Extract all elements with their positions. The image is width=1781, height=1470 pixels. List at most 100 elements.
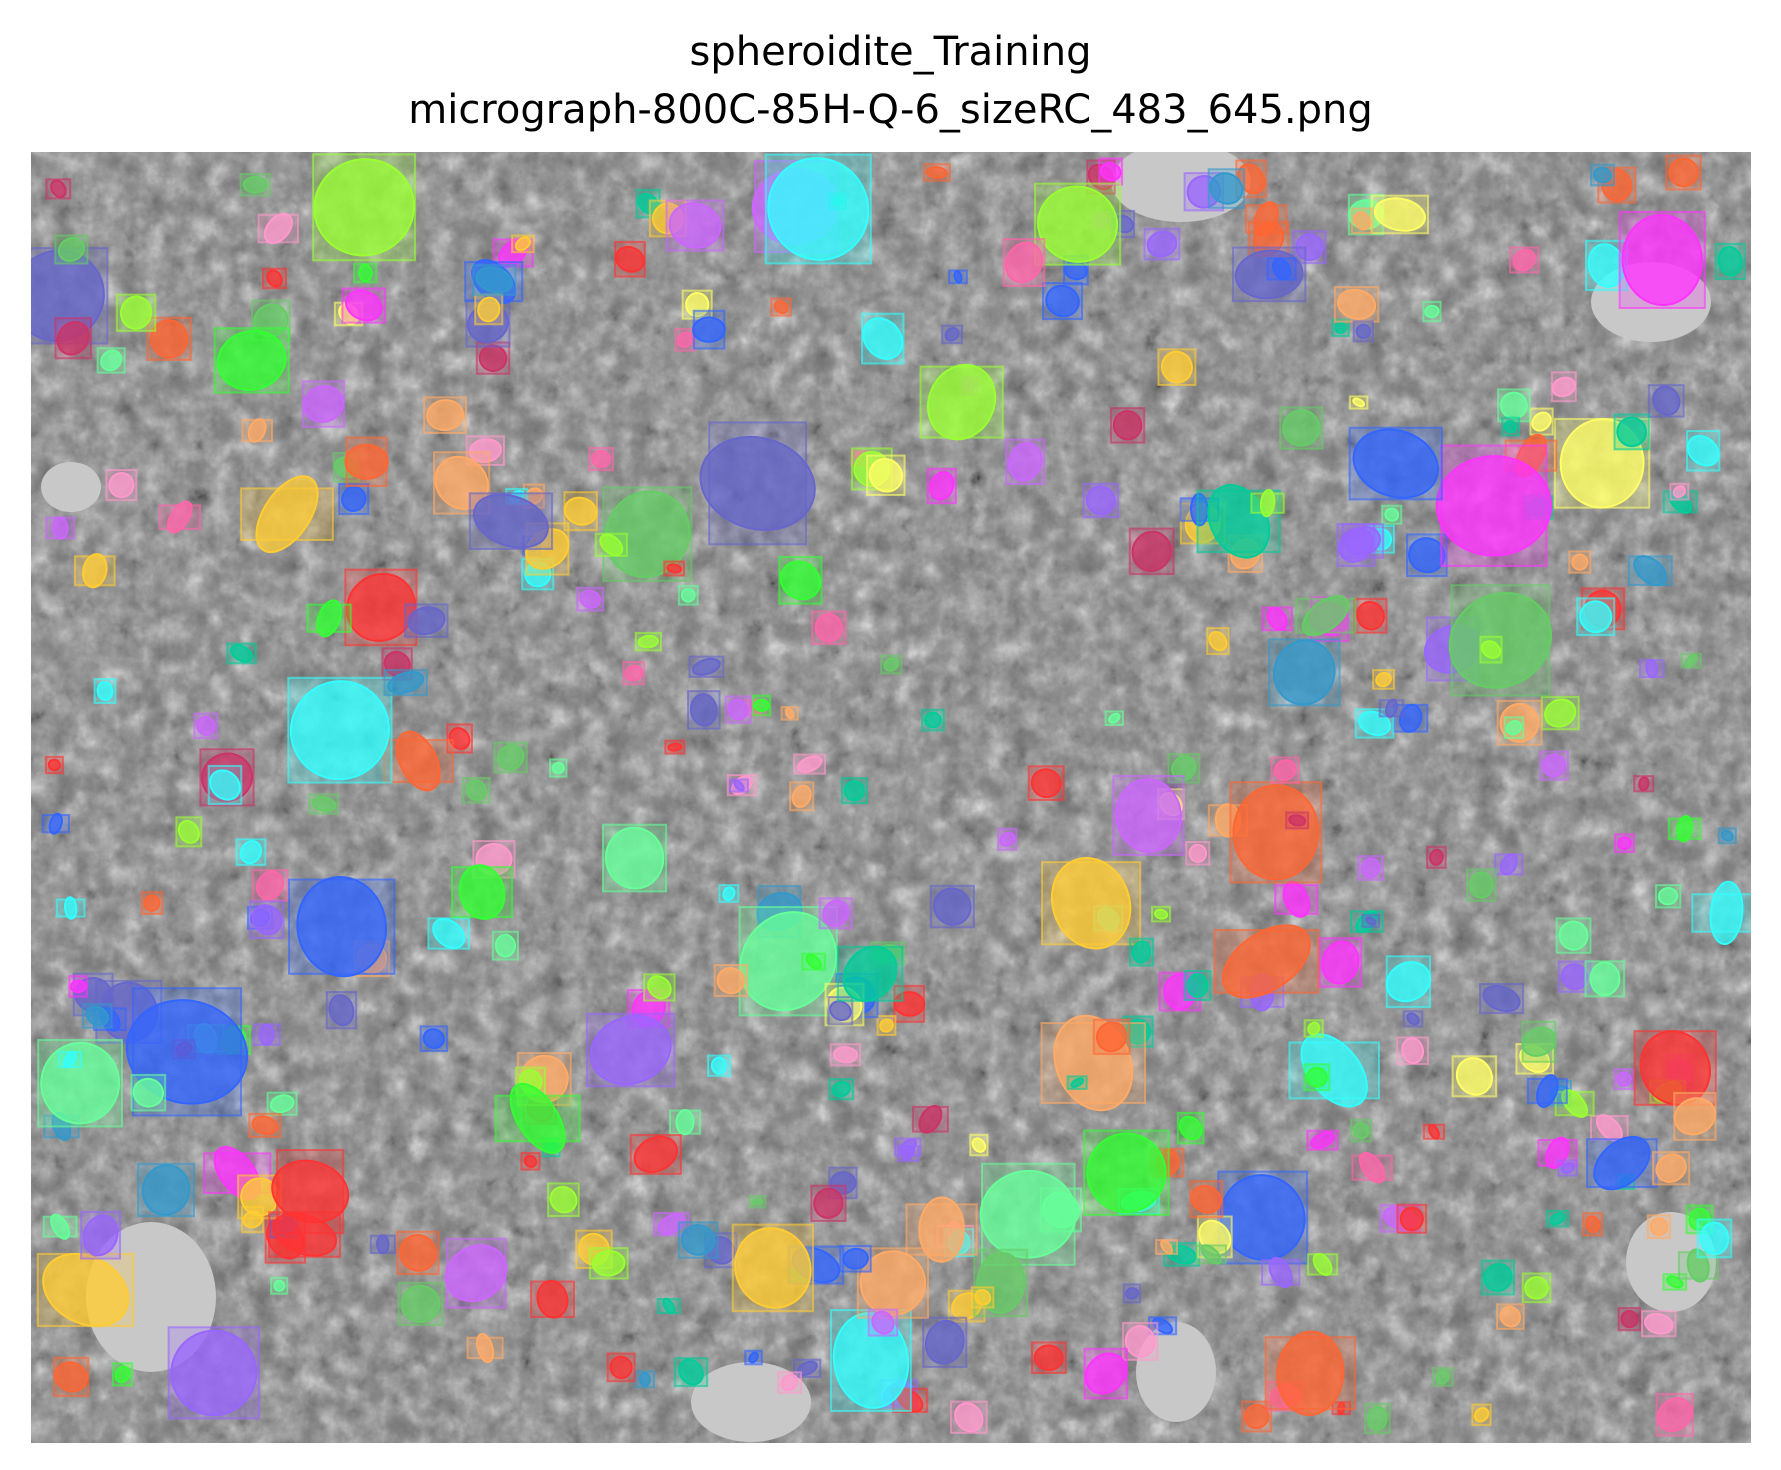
particle-mask (929, 471, 955, 501)
particle-mask (1620, 1310, 1639, 1329)
particle-mask (1429, 848, 1444, 866)
particle-mask (108, 472, 135, 499)
particle-mask (879, 1018, 894, 1033)
particle-mask (753, 698, 770, 713)
particle-mask (666, 563, 683, 574)
particle-mask (1272, 257, 1292, 281)
particle-mask (1585, 1215, 1601, 1234)
particle-mask (871, 1310, 895, 1335)
particle-mask (954, 1402, 984, 1433)
particle-mask (1115, 778, 1182, 854)
particle-mask (230, 644, 253, 663)
particle-mask (1428, 1124, 1440, 1140)
particle-mask (1720, 829, 1734, 842)
particle-mask (328, 994, 355, 1027)
particle-mask (633, 1135, 679, 1174)
particle-mask (680, 587, 696, 603)
particle-mask (472, 493, 549, 549)
particle-mask (240, 1177, 280, 1217)
particle-mask (96, 681, 114, 701)
particle-mask (141, 1164, 191, 1216)
particle-mask (1616, 1071, 1632, 1087)
particle-mask (1699, 1221, 1730, 1256)
particle-mask (779, 560, 822, 601)
particle-mask (944, 327, 960, 342)
particle-mask (509, 1082, 566, 1154)
particle-mask (1273, 759, 1297, 782)
particle-mask (1268, 1256, 1293, 1289)
particle-mask (1336, 288, 1377, 320)
particle-mask (1288, 814, 1307, 827)
particle-mask (1593, 166, 1612, 184)
particle-mask (1154, 908, 1169, 920)
particle-mask (344, 443, 389, 480)
particle-mask (1482, 985, 1521, 1013)
particle-mask (842, 945, 898, 1002)
particle-mask (296, 875, 388, 978)
particle-mask (1561, 1089, 1588, 1118)
particle-mask (51, 516, 69, 540)
particle-mask (255, 870, 285, 901)
particle-mask (1266, 606, 1288, 631)
particle-mask (1448, 591, 1553, 689)
particle-mask (1358, 1151, 1386, 1184)
particle-mask (1352, 1122, 1370, 1140)
particle-mask (784, 707, 795, 720)
particle-mask (132, 1077, 165, 1108)
particle-mask (1360, 857, 1381, 879)
particle-mask (242, 176, 268, 194)
particle-mask (302, 385, 344, 423)
particle-mask (426, 399, 465, 432)
particle-mask (272, 1212, 337, 1257)
particle-mask (999, 831, 1016, 847)
particle-mask (710, 1056, 728, 1075)
particle-mask (1524, 1276, 1549, 1300)
particle-mask (1676, 815, 1694, 843)
particle-mask (1655, 1153, 1687, 1183)
particle-mask (1424, 304, 1440, 319)
particle-mask (716, 967, 746, 995)
particle-mask (1305, 1066, 1328, 1088)
particle-mask (692, 316, 726, 343)
bright-grain (1136, 1322, 1216, 1422)
particle-mask (407, 606, 446, 636)
particle-mask (1160, 1239, 1174, 1255)
particle-mask (1652, 385, 1681, 416)
particle-mask (1356, 600, 1385, 631)
particle-mask (42, 1252, 130, 1328)
particle-mask (1344, 525, 1381, 557)
particle-mask (239, 840, 263, 865)
particle-mask (773, 300, 789, 315)
particle-mask (1589, 961, 1621, 997)
particle-mask (258, 1023, 275, 1046)
particle-mask (1645, 658, 1659, 679)
particle-mask (387, 671, 425, 695)
particle-mask (1033, 1344, 1064, 1372)
particle-mask (1512, 248, 1536, 272)
particle-mask (150, 319, 189, 359)
particle-mask (1384, 507, 1400, 522)
particle-mask (458, 864, 506, 920)
particle-mask (1086, 1132, 1167, 1214)
particle-mask (1373, 197, 1426, 232)
particle-mask (1435, 455, 1553, 557)
particle-mask (1124, 1324, 1156, 1358)
particle-mask (209, 769, 241, 801)
particle-mask (1131, 940, 1152, 964)
particle-mask (918, 1104, 943, 1134)
particle-mask (1686, 434, 1720, 467)
particle-mask (1549, 1212, 1566, 1226)
particle-mask (624, 664, 643, 682)
particle-mask (85, 1005, 109, 1027)
particle-mask (56, 320, 90, 356)
particle-mask (166, 500, 193, 534)
particle-mask (1321, 940, 1360, 985)
particle-mask (1551, 376, 1577, 398)
particle-mask (444, 1244, 508, 1303)
particle-mask (1178, 1115, 1203, 1141)
particle-mask (1385, 961, 1432, 1003)
particle-mask (614, 245, 645, 273)
particle-mask (1406, 1012, 1420, 1026)
particle-mask (1558, 920, 1589, 951)
particle-mask (1160, 350, 1193, 384)
